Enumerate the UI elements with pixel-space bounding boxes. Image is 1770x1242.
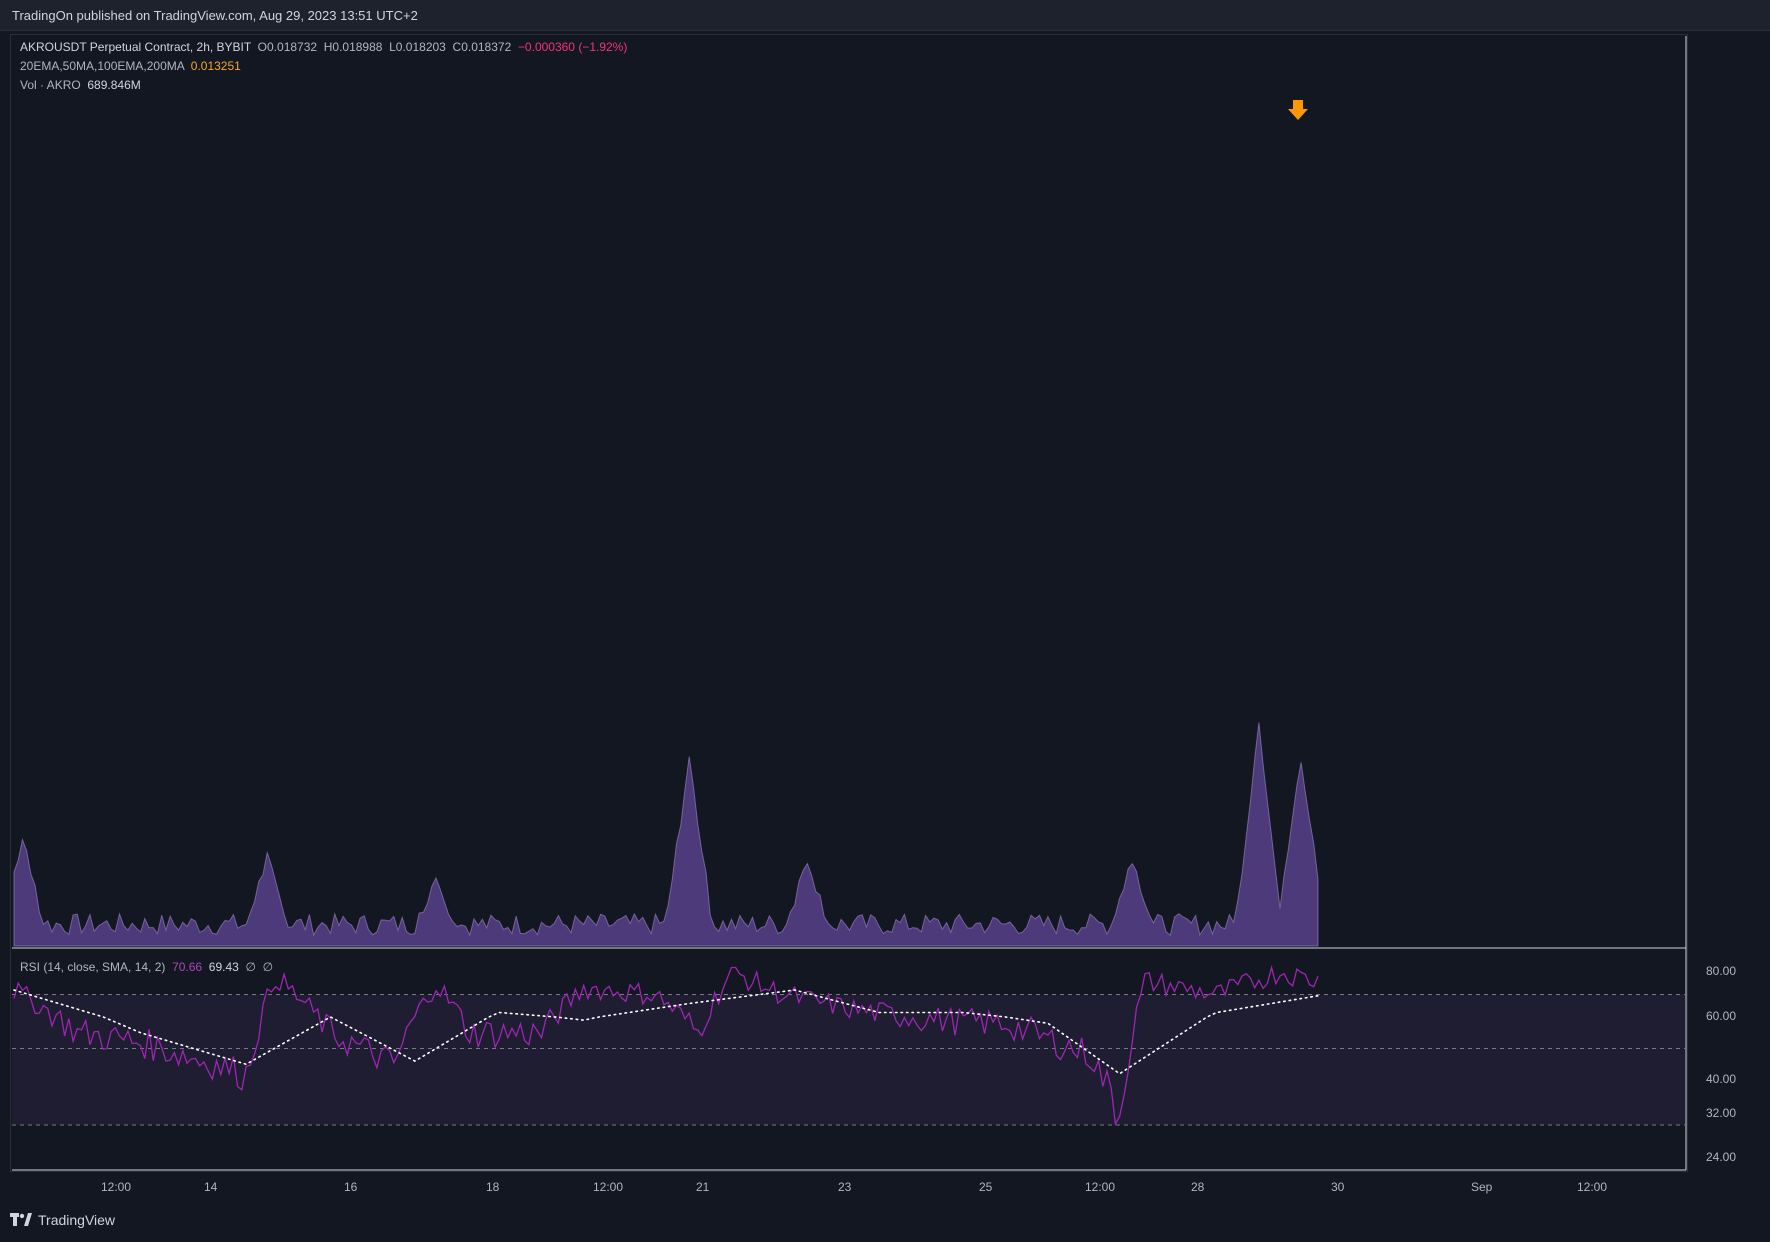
rsi-axis-label: 24.00 [1706, 1150, 1737, 1164]
legend-volume[interactable]: Vol · AKRO 689.846M [20, 78, 141, 92]
time-axis-label: 12:00 [1085, 1180, 1116, 1194]
time-axis-label: Sep [1471, 1180, 1493, 1194]
footer-brand[interactable]: TradingView [10, 1212, 115, 1228]
legend-price: AKROUSDT Perpetual Contract, 2h, BYBIT O… [20, 40, 627, 54]
time-axis-label: 25 [979, 1180, 993, 1194]
legend-rsi-value: 70.66 [172, 960, 203, 974]
time-axis-label: 12:00 [593, 1180, 624, 1194]
rsi-background-band [12, 994, 1686, 1125]
time-axis-label: 16 [344, 1180, 358, 1194]
down-arrow-icon [1288, 100, 1308, 120]
volume-bars [13, 722, 1319, 947]
legend-rsi-extra2: ∅ [262, 960, 274, 974]
legend-rsi-extra1: ∅ [245, 960, 256, 974]
legend-symbol: AKROUSDT Perpetual Contract, 2h, BYBIT [20, 40, 251, 54]
entry-arrow [1288, 100, 1308, 120]
rsi-line [13, 965, 1319, 1127]
footer-brand-text: TradingView [38, 1212, 116, 1228]
publisher-text: TradingOn published on TradingView.com, … [12, 8, 418, 23]
time-axis-label: 14 [204, 1180, 218, 1194]
grid [12, 36, 1687, 1171]
legend-ma-label: 20EMA,50MA,100EMA,200MA [20, 59, 185, 73]
rsi-axis-label: 40.00 [1706, 1072, 1737, 1086]
time-axis-label: 18 [486, 1180, 500, 1194]
legend-rsi-label: RSI (14, close, SMA, 14, 2) [20, 960, 166, 974]
legend-ma-value: 0.013251 [190, 59, 241, 73]
legend-vol-label: Vol · AKRO [20, 78, 81, 92]
tradingview-logo-icon [10, 1213, 32, 1227]
legend-change: −0.000360 (−1.92%) [517, 40, 628, 54]
rsi-axis-label: 32.00 [1706, 1106, 1737, 1120]
time-axis-label: 12:00 [1577, 1180, 1608, 1194]
publisher-bar: TradingOn published on TradingView.com, … [0, 0, 1770, 31]
legend-rsi-sma: 69.43 [208, 960, 239, 974]
legend-vol-value: 689.846M [87, 78, 141, 92]
chart-panel[interactable] [10, 34, 1688, 1172]
legend-open: O0.018732 [257, 40, 318, 54]
time-axis-label: 30 [1331, 1180, 1345, 1194]
rsi-axis-label: 60.00 [1706, 1009, 1737, 1023]
time-axis-label: 12:00 [101, 1180, 132, 1194]
legend-high: H0.018988 [323, 40, 383, 54]
time-axis-label: 21 [696, 1180, 710, 1194]
legend-close: C0.018372 [452, 40, 512, 54]
rsi-axis-label: 80.00 [1706, 964, 1737, 978]
volume-area [13, 722, 1319, 947]
legend-rsi[interactable]: RSI (14, close, SMA, 14, 2) 70.66 69.43 … [20, 960, 273, 974]
legend-ma[interactable]: 20EMA,50MA,100EMA,200MA 0.013251 [20, 59, 241, 73]
legend-low: L0.018203 [389, 40, 446, 54]
time-axis-label: 23 [838, 1180, 852, 1194]
rsi-pane [13, 965, 1319, 1127]
time-axis-label: 28 [1191, 1180, 1205, 1194]
